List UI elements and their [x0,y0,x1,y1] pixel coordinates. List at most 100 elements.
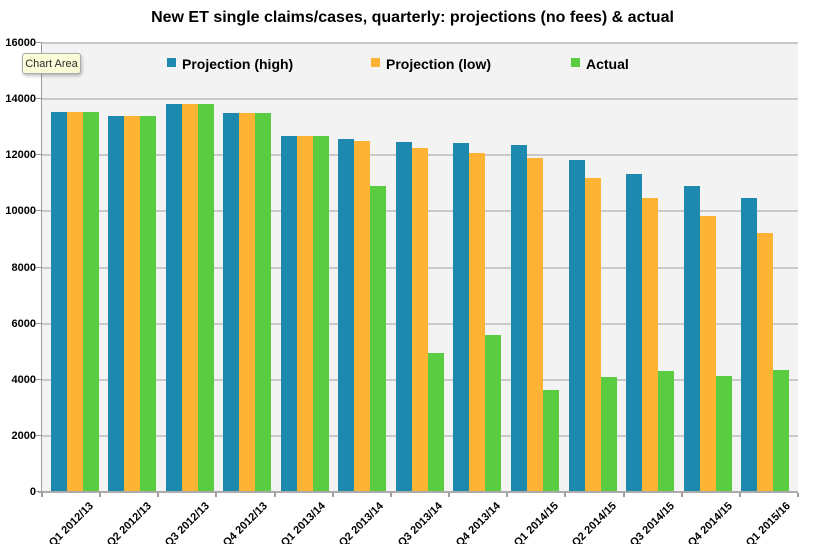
bar-group [506,43,564,492]
x-axis-tick [215,493,218,497]
y-axis-tick-label: 0 [29,486,36,498]
legend-item-projection-low[interactable]: Projection (low) [371,56,491,72]
bar-projection-high[interactable] [626,173,643,492]
y-axis-tick-label: 16000 [5,37,36,49]
bar-projection-high[interactable] [453,143,470,492]
bar-projection-high[interactable] [165,103,182,492]
x-axis-tick [448,493,451,497]
x-axis-category-label: Q1 2013/14 [279,500,329,544]
bar-projection-low[interactable] [642,197,659,492]
bar-projection-high[interactable] [280,135,297,492]
bar-projection-high[interactable] [108,116,125,492]
y-axis-tick-label: 8000 [11,261,36,274]
bar-projection-high[interactable] [741,197,758,492]
legend-marker-icon [167,58,176,67]
x-axis-category-label: Q3 2013/14 [395,500,445,544]
x-axis-tick [41,493,43,497]
bar-projection-low[interactable] [124,116,141,492]
x-axis-tick [273,493,276,497]
legend-label: Projection (low) [386,56,491,72]
bar-actual[interactable] [197,103,214,492]
bar-group [161,43,219,492]
bar-actual[interactable] [543,389,560,492]
bar-actual[interactable] [600,376,617,492]
bar-group [564,43,622,492]
bar-group [219,43,277,492]
bar-group [276,43,334,492]
legend: Projection (high) Projection (low) Actual [42,56,798,78]
x-axis-category-label: Q3 2012/13 [162,500,212,544]
legend-marker-icon [371,58,380,67]
bar-actual[interactable] [370,186,387,492]
x-axis-tick [738,493,741,497]
bar-actual[interactable] [427,352,444,492]
y-axis-line [41,42,42,492]
bar-actual[interactable] [658,371,675,492]
bar-projection-high[interactable] [338,138,355,492]
legend-marker-icon [571,58,580,67]
x-axis-tick [797,493,799,497]
x-axis-category-label: Q4 2013/14 [453,500,503,544]
legend-item-projection-high[interactable]: Projection (high) [167,56,293,72]
bar-actual[interactable] [312,135,329,492]
bar-group [621,43,679,492]
x-axis-tick [389,493,392,497]
bar-actual[interactable] [715,376,732,492]
bar-group [449,43,507,492]
y-axis-tick-label: 14000 [5,93,36,106]
x-axis-tick [506,493,509,497]
plot-area[interactable]: Projection (high) Projection (low) Actual [42,42,798,492]
gridline [42,98,798,101]
bar-projection-low[interactable] [469,152,486,492]
chart-area-tooltip: Chart Area [22,53,81,74]
bar-projection-low[interactable] [411,147,428,492]
bar-group [104,43,162,492]
bar-projection-low[interactable] [699,216,716,492]
bar-projection-high[interactable] [395,141,412,492]
x-axis-category-label: Q1 2014/15 [511,500,561,544]
bar-group [46,43,104,492]
bar-projection-low[interactable] [527,158,544,492]
x-axis-category-label: Q2 2014/15 [569,500,619,544]
bar-projection-high[interactable] [223,113,240,492]
bar-actual[interactable] [82,111,99,492]
x-axis-tick [622,493,625,497]
bar-projection-low[interactable] [354,141,371,492]
x-axis-category-label: Q1 2015/16 [744,500,794,544]
bar-actual[interactable] [773,369,790,492]
x-axis-line [38,491,798,493]
x-axis-category-label: Q3 2014/15 [627,500,678,544]
bar-projection-high[interactable] [50,111,67,492]
legend-label: Actual [586,56,629,72]
chart-title: New ET single claims/cases, quarterly: p… [151,9,674,26]
bar-group [391,43,449,492]
bar-projection-high[interactable] [568,159,585,492]
x-axis-tick [99,493,102,497]
x-axis-tick [564,493,567,497]
legend-item-actual[interactable]: Actual [571,56,629,72]
bar-projection-low[interactable] [584,178,601,492]
x-axis-category-label: Q4 2014/15 [686,500,736,544]
x-axis-category-label: Q2 2012/13 [104,500,154,544]
y-axis-tick-label: 4000 [11,373,36,386]
bar-projection-high[interactable] [511,145,528,492]
y-axis-tick-label: 10000 [5,205,36,218]
x-axis-tick [157,493,160,497]
bars-container [42,43,798,492]
bar-actual[interactable] [485,335,502,492]
bar-group [736,43,794,492]
x-axis-category-label: Q2 2013/14 [337,500,387,544]
legend-label: Projection (high) [182,56,294,72]
bar-projection-low[interactable] [66,111,83,492]
bar-group [679,43,737,492]
bar-actual[interactable] [140,116,157,492]
bar-projection-low[interactable] [239,113,256,492]
bar-actual[interactable] [255,113,272,492]
bar-projection-low[interactable] [181,103,198,492]
y-axis-tick-label: 12000 [5,149,36,162]
bar-projection-high[interactable] [683,186,700,492]
bar-projection-low[interactable] [757,232,774,492]
bar-projection-low[interactable] [296,135,313,492]
x-axis-category-label: Q1 2012/13 [46,500,96,544]
